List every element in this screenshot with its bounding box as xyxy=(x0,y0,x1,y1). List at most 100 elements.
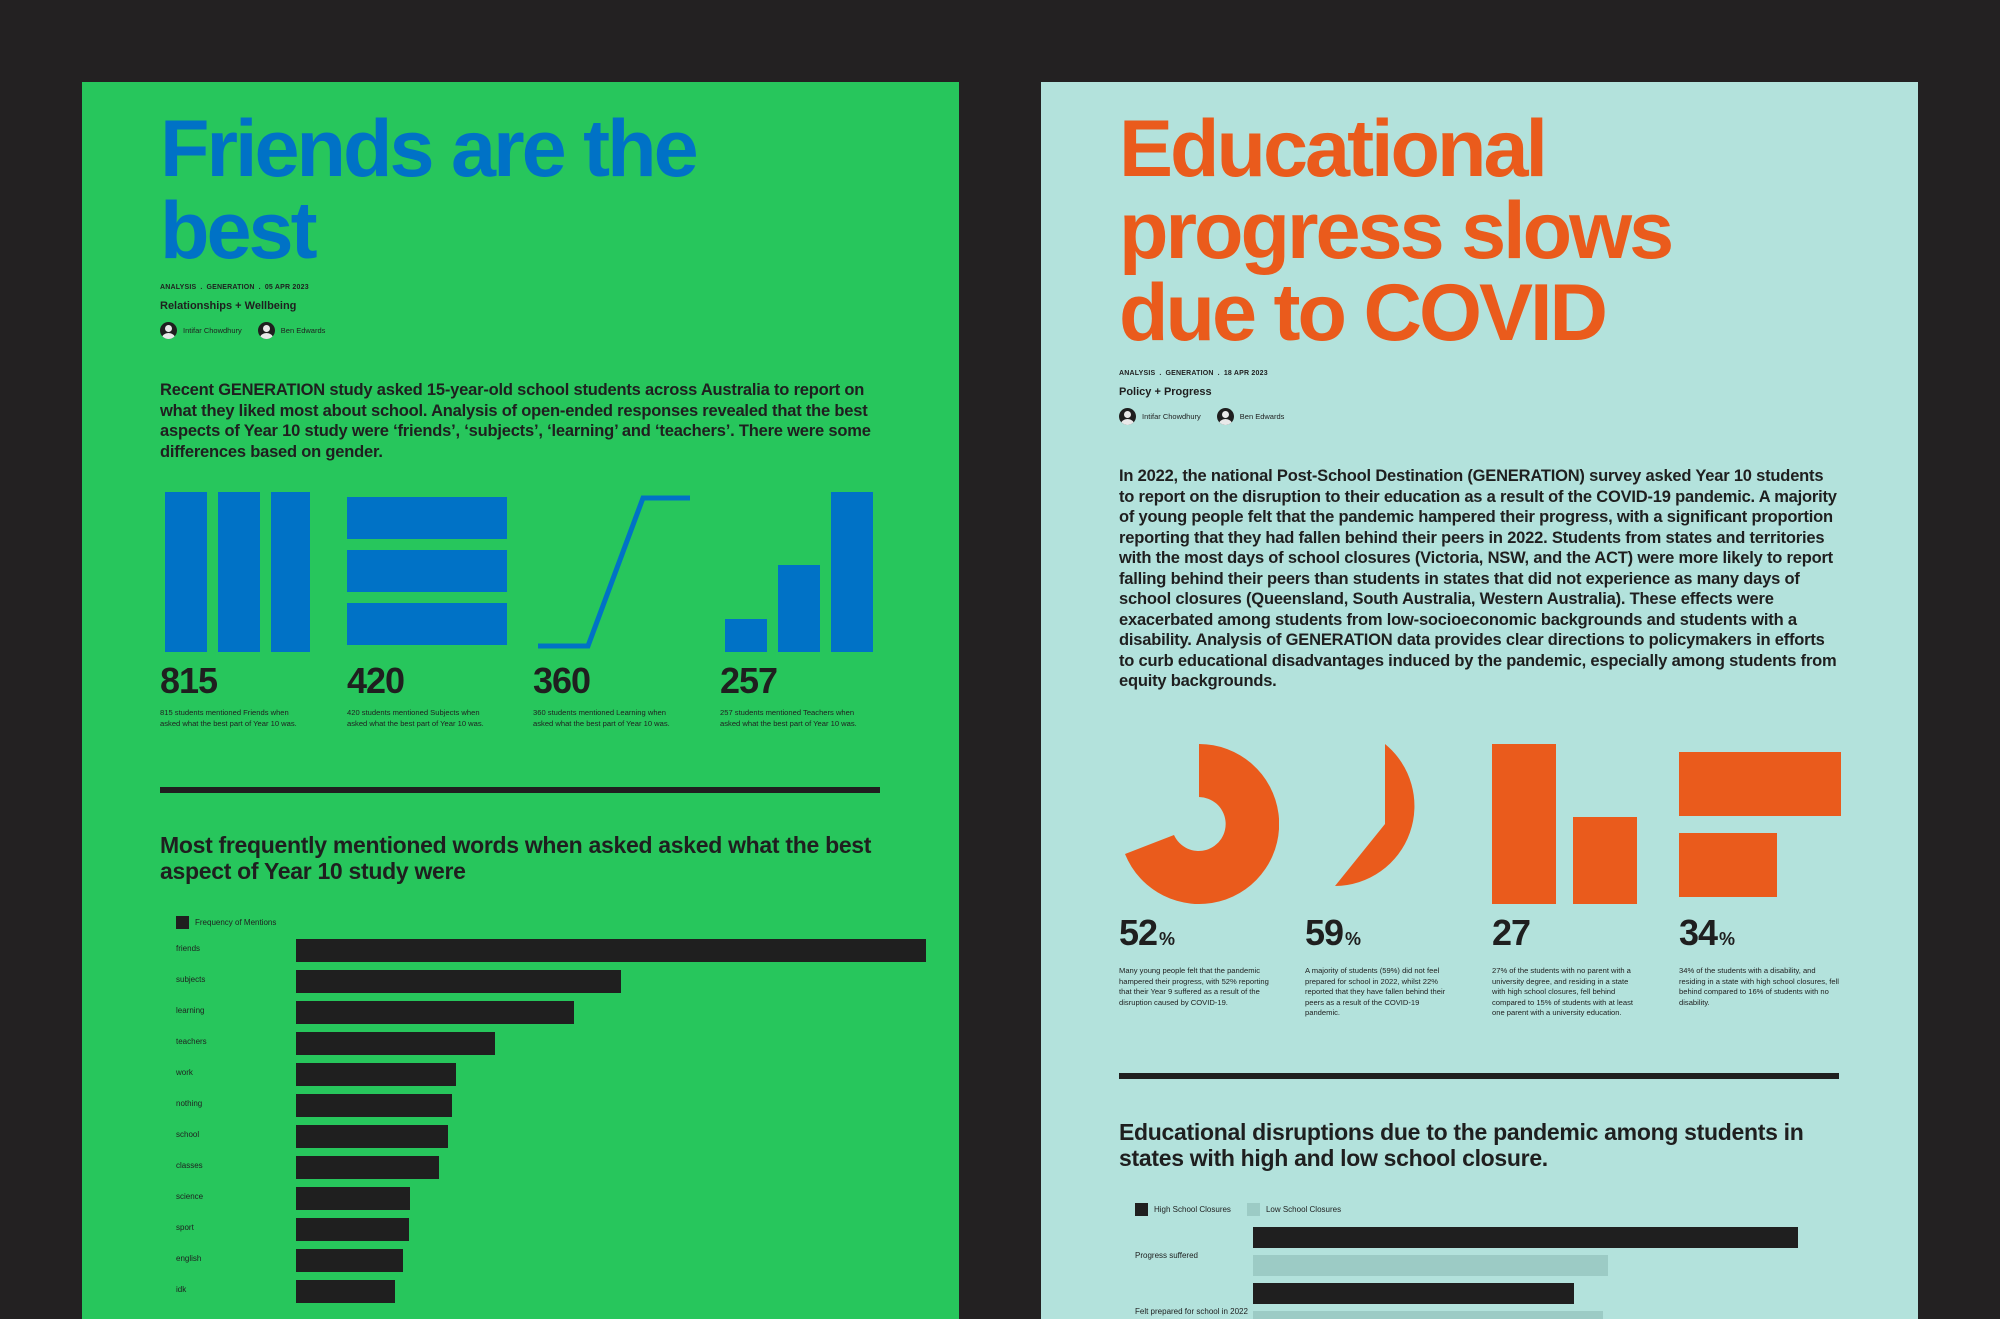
ascending-bars-icon xyxy=(725,492,873,652)
bar-label: learning xyxy=(176,1006,205,1015)
stat-value: 52% xyxy=(1119,914,1269,958)
closure-disruption-chart: Progress suffered Felt prepared for schoo… xyxy=(1119,1227,1839,1319)
legend-swatch-low xyxy=(1246,1203,1260,1216)
article-intro: In 2022, the national Post-School Destin… xyxy=(1119,467,1837,690)
stat-description: A majority of students (59%) did not fee… xyxy=(1305,966,1446,1017)
chart-row: school xyxy=(160,1123,860,1154)
chart-row: subjects xyxy=(160,968,860,999)
author[interactable]: Intifar Chowdhury xyxy=(160,322,242,339)
user-avatar-icon xyxy=(1119,408,1136,425)
author-name: Intifar Chowdhury xyxy=(1142,412,1201,421)
meta-separator: . xyxy=(258,284,261,291)
user-avatar-icon xyxy=(160,322,177,339)
user-avatar-icon xyxy=(257,322,275,339)
rising-line-icon xyxy=(538,495,690,649)
stat-description: 34% of the students with a disability, a… xyxy=(1679,966,1839,1007)
bar-low-closures xyxy=(1253,1311,1604,1319)
bar-label: idk xyxy=(176,1285,187,1294)
bar xyxy=(296,1001,575,1024)
bar xyxy=(296,1218,409,1241)
stat-description: Many young people felt that the pandemic… xyxy=(1119,966,1269,1007)
article-meta: ANALYSIS. GENERATION. 18 APR 2023 xyxy=(1119,370,1268,377)
stat-unit: % xyxy=(1345,929,1362,949)
stat-value: 27 xyxy=(1492,914,1642,958)
chart-row: nothing xyxy=(160,1092,860,1123)
chart-row: science xyxy=(160,1185,860,1216)
legend-label: Frequency of Mentions xyxy=(195,918,277,927)
bar-label: science xyxy=(176,1192,204,1201)
stat-parent-education: 27 27% of the students with no parent wi… xyxy=(1492,744,1642,1019)
meta-type: ANALYSIS xyxy=(1119,370,1156,377)
bar-high-closures xyxy=(1253,1283,1575,1304)
bar-label: nothing xyxy=(176,1099,203,1108)
right-article-title: Educational progress slows due to COVID xyxy=(1119,104,1674,358)
stat-not-prepared: 59% A majority of students (59%) did not… xyxy=(1305,744,1455,1019)
bar xyxy=(296,1063,456,1086)
title-line: due to COVID xyxy=(1119,268,1608,358)
bar xyxy=(296,1249,403,1272)
left-article-page: Friends are the best ANALYSIS. GENERATION… xyxy=(82,82,959,1319)
article-intro: Recent GENERATION study asked 15-year-ol… xyxy=(160,381,871,461)
meta-date: 18 APR 2023 xyxy=(1223,370,1268,377)
two-bars-icon xyxy=(1492,744,1637,904)
chart-row: sport xyxy=(160,1216,860,1247)
title-line: progress slows xyxy=(1119,186,1674,276)
chart-legend: Frequency of Mentions xyxy=(176,916,276,929)
three-vertical-bars-icon xyxy=(165,492,310,652)
right-article-page: Educational progress slows due to COVID … xyxy=(1041,82,1918,1319)
left-article-title: Friends are the best xyxy=(160,104,699,276)
bar xyxy=(296,1125,449,1148)
section-divider xyxy=(160,787,880,793)
stat-description: 360 students mentioned Learning when ask… xyxy=(533,708,670,728)
bar-label: classes xyxy=(176,1161,203,1170)
author-name: Intifar Chowdhury xyxy=(183,326,242,335)
stat-description: 420 students mentioned Subjects when ask… xyxy=(347,708,484,728)
author[interactable]: Ben Edwards xyxy=(1216,408,1285,425)
partial-pie-icon xyxy=(1335,744,1415,886)
bar-high-closures xyxy=(1253,1227,1798,1248)
chart-row: idk xyxy=(160,1278,860,1309)
article-category: Policy + Progress xyxy=(1119,386,1212,398)
author-name: Ben Edwards xyxy=(280,326,326,335)
bar xyxy=(296,1156,439,1179)
bar-label: Felt prepared for school in 2022 xyxy=(1135,1307,1248,1316)
article-authors: Intifar Chowdhury Ben Edwards xyxy=(160,322,325,339)
meta-separator: . xyxy=(1159,370,1162,377)
author[interactable]: Ben Edwards xyxy=(257,322,326,339)
legend-swatch xyxy=(176,916,189,929)
meta-source: GENERATION xyxy=(206,284,255,291)
bar xyxy=(296,970,621,993)
stat-number: 59 xyxy=(1305,912,1344,953)
stat-value: 360 xyxy=(533,660,591,701)
meta-separator: . xyxy=(200,284,203,291)
stat-subjects: 420 420 students mentioned Subjects when… xyxy=(347,492,507,729)
title-line: best xyxy=(160,186,318,276)
bar xyxy=(296,1032,495,1055)
chart-row: friends xyxy=(160,937,926,968)
stacked-blocks-icon xyxy=(1679,752,1841,897)
three-horizontal-bars-icon xyxy=(347,497,507,645)
chart-row: learning xyxy=(160,999,860,1030)
bar xyxy=(296,1187,411,1210)
stat-value: 257 xyxy=(720,660,778,701)
section-divider xyxy=(1119,1073,1839,1079)
legend-swatch-high xyxy=(1135,1203,1148,1216)
article-category: Relationships + Wellbeing xyxy=(160,300,297,312)
stat-disability: 34% 34% of the students with a disabilit… xyxy=(1679,744,1844,1008)
meta-separator: . xyxy=(1217,370,1220,377)
article-authors: Intifar Chowdhury Ben Edwards xyxy=(1119,408,1284,425)
bar-label: work xyxy=(176,1068,193,1077)
stat-learning: 360 360 students mentioned Learning when… xyxy=(533,492,690,729)
user-avatar-icon xyxy=(1216,408,1234,425)
article-meta: ANALYSIS. GENERATION. 05 APR 2023 xyxy=(160,284,309,291)
meta-date: 05 APR 2023 xyxy=(264,284,309,291)
stat-unit: % xyxy=(1719,929,1736,949)
legend-item: Low School Closures xyxy=(1246,1203,1341,1216)
stat-friends: 815 815 students mentioned Friends when … xyxy=(160,492,310,729)
legend-item: Frequency of Mentions xyxy=(176,916,276,929)
author[interactable]: Intifar Chowdhury xyxy=(1119,408,1201,425)
title-line: Educational xyxy=(1119,104,1548,194)
bar-label: sport xyxy=(176,1223,194,1232)
title-line: Friends are the xyxy=(160,104,699,194)
author-name: Ben Edwards xyxy=(1239,412,1285,421)
